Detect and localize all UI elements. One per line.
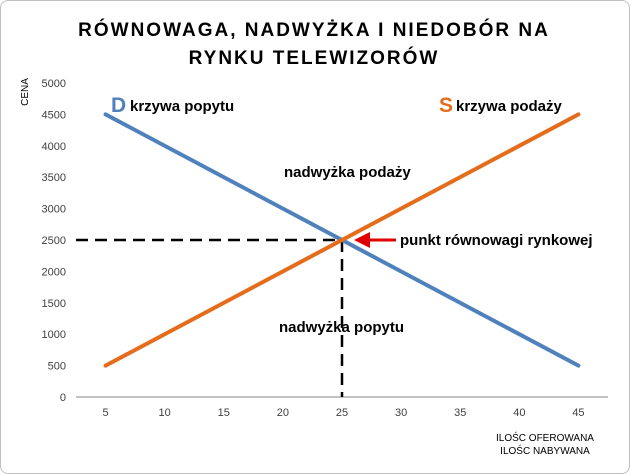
y-tick-label: 0: [60, 392, 66, 404]
equilibrium-arrow-head: [354, 232, 370, 248]
shortage-annotation: nadwyżka popytu: [279, 319, 404, 336]
supply-curve: [103, 112, 581, 368]
chart-title-line2: RYNKU TELEWIZORÓW: [189, 47, 440, 69]
chart-title-line1: RÓWNOWAGA, NADWYŻKA I NIEDOBÓR NA: [78, 19, 550, 41]
y-tick-label: 1500: [42, 298, 66, 310]
y-axis: 0 500 1000 1500 2000 2500 3000 3500 4000 4500 5000: [42, 78, 66, 404]
y-tick-label: 3500: [42, 172, 66, 184]
x-tick-label: 45: [572, 407, 584, 419]
demand-label: krzywa popytu: [130, 98, 234, 115]
y-tick-label: 5000: [42, 78, 66, 90]
y-tick-label: 1000: [42, 329, 66, 341]
demand-letter: D: [111, 94, 126, 117]
supply-letter: S: [439, 94, 453, 117]
y-tick-label: 3000: [42, 204, 66, 216]
x-tick-label: 15: [218, 407, 230, 419]
equilibrium-label: punkt równowagi rynkowej: [400, 232, 593, 249]
x-tick-label: 30: [395, 407, 407, 419]
x-tick-label: 40: [513, 407, 525, 419]
x-tick-label: 5: [102, 407, 108, 419]
supply-label: krzywa podaży: [456, 98, 563, 115]
x-axis-label-line1: ILOŚC OFEROWANA: [496, 431, 594, 444]
x-tick-label: 10: [159, 407, 171, 419]
y-tick-label: 4500: [42, 109, 66, 121]
x-tick-label: 20: [277, 407, 289, 419]
x-tick-label: 25: [336, 407, 348, 419]
y-tick-label: 4000: [42, 141, 66, 153]
surplus-annotation: nadwyżka podaży: [284, 164, 411, 181]
y-tick-label: 2500: [42, 235, 66, 247]
x-tick-label: 35: [454, 407, 466, 419]
x-axis-label-line2: ILOŚC NABYWANA: [500, 444, 590, 457]
y-tick-label: 500: [48, 361, 66, 373]
y-axis-label: CENA: [20, 78, 31, 106]
y-tick-label: 2000: [42, 266, 66, 278]
x-axis: 5 10 15 20 25 30 35 40 45: [102, 407, 584, 419]
